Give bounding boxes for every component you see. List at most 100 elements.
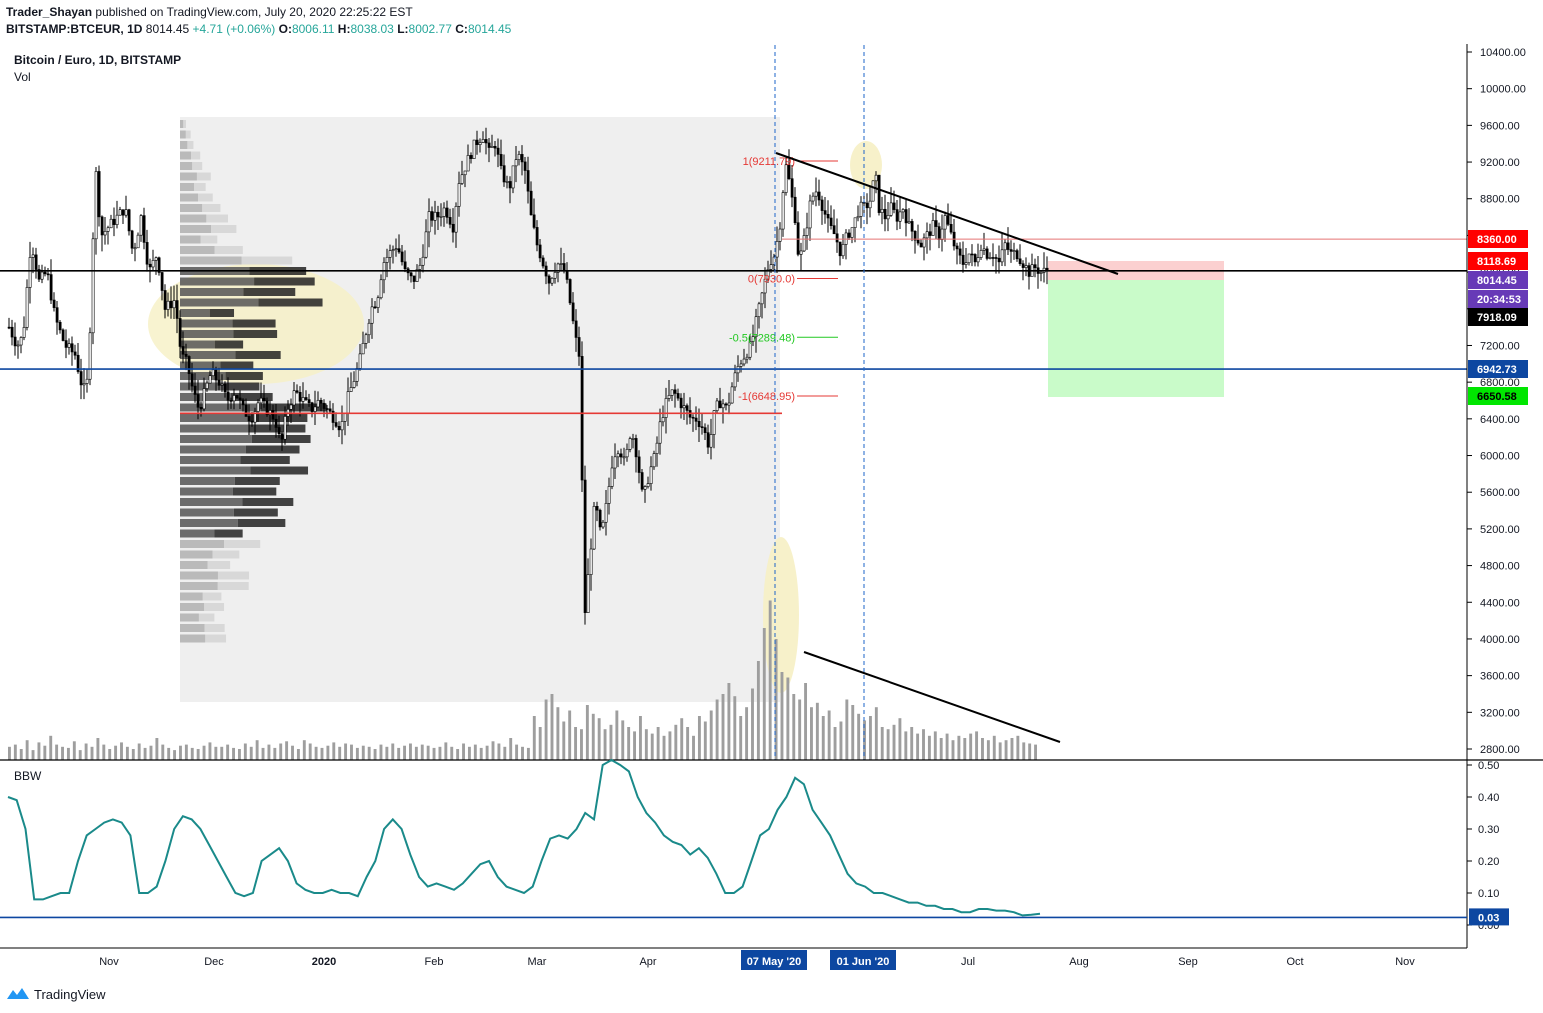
candle-body bbox=[754, 316, 758, 337]
volume-bar bbox=[768, 600, 772, 760]
candle-body bbox=[493, 146, 497, 149]
volume-bar bbox=[467, 746, 471, 760]
volume-bar bbox=[355, 747, 359, 760]
candle-body bbox=[856, 216, 860, 219]
volume-bar bbox=[580, 729, 583, 760]
volume-bar bbox=[96, 738, 100, 760]
candle-body bbox=[667, 395, 671, 399]
volume-bar bbox=[857, 713, 861, 760]
volume-bar bbox=[296, 749, 300, 760]
volume-bar bbox=[574, 727, 578, 760]
volume-bar bbox=[37, 742, 41, 760]
footer-brand[interactable]: TradingView bbox=[34, 986, 106, 1002]
price-label-box bbox=[1468, 387, 1528, 405]
vp-bar-down bbox=[180, 277, 255, 286]
candle-body bbox=[589, 548, 593, 575]
candle-body bbox=[451, 223, 455, 233]
candle-body bbox=[181, 346, 185, 355]
candle-body bbox=[967, 253, 971, 264]
vp-bar-up bbox=[250, 466, 309, 475]
candle-body bbox=[934, 220, 938, 227]
volume-bar bbox=[721, 694, 725, 760]
volume-trendline[interactable] bbox=[803, 651, 1061, 743]
volume-bar bbox=[196, 749, 200, 760]
price-trendline[interactable] bbox=[775, 152, 1119, 275]
price-label: 8014.45 bbox=[1477, 275, 1517, 287]
vp-bar-up bbox=[198, 193, 213, 202]
candle-body bbox=[655, 442, 659, 454]
candle-body bbox=[40, 271, 44, 280]
volume-bar bbox=[733, 696, 737, 760]
volume-bar bbox=[627, 727, 631, 760]
candle-body bbox=[199, 406, 203, 410]
candle-body bbox=[781, 192, 785, 230]
candle-body bbox=[229, 400, 233, 402]
vp-bar-up bbox=[202, 204, 221, 212]
high-label: H: bbox=[337, 22, 351, 36]
volume-bar bbox=[774, 639, 778, 760]
price-label-box bbox=[1468, 271, 1528, 289]
vp-bar-down bbox=[180, 550, 213, 559]
candle-body bbox=[463, 170, 467, 176]
candle-body bbox=[577, 337, 581, 357]
candle-body bbox=[190, 373, 194, 387]
candle-body bbox=[424, 231, 428, 258]
candle-body bbox=[343, 413, 347, 422]
vp-bar-up bbox=[245, 445, 300, 454]
tradingview-logo-icon[interactable] bbox=[6, 986, 30, 1002]
volume-bar bbox=[868, 716, 872, 760]
candle-body bbox=[430, 211, 434, 221]
time-axis[interactable]: Nov Dec 2020 Feb Mar Apr 07 May '20 01 Jun '20 J… bbox=[99, 950, 1415, 970]
volume-bar bbox=[426, 745, 430, 760]
candle-body bbox=[292, 390, 296, 406]
candle-body bbox=[694, 417, 698, 422]
volume-bar bbox=[125, 746, 129, 760]
volume-bar bbox=[84, 743, 88, 760]
vp-bar-up bbox=[234, 477, 280, 485]
candle-body bbox=[298, 392, 302, 402]
volume-bar bbox=[55, 744, 59, 760]
vp-bar-down bbox=[180, 561, 208, 569]
vp-bar-down bbox=[180, 256, 242, 265]
candle-body bbox=[193, 385, 197, 395]
candle-body bbox=[808, 200, 812, 229]
candle-body bbox=[898, 211, 902, 222]
x-tick-label: Feb bbox=[425, 956, 444, 968]
candle-body bbox=[610, 467, 614, 487]
volume-bar bbox=[190, 747, 194, 760]
candle-body bbox=[664, 398, 668, 418]
candle-body bbox=[703, 427, 707, 433]
candle-body bbox=[334, 422, 338, 427]
candle-body bbox=[277, 427, 281, 435]
candle-body bbox=[691, 416, 695, 419]
bbw-legend: BBW bbox=[14, 769, 42, 783]
vp-bar-down bbox=[180, 582, 218, 590]
candle-body bbox=[892, 202, 896, 210]
candle-body bbox=[1039, 271, 1043, 274]
candle-body bbox=[811, 195, 815, 202]
publisher-name[interactable]: Trader_Shayan bbox=[6, 5, 93, 19]
volume-bar bbox=[414, 746, 418, 760]
y-tick-label: 10400.00 bbox=[1480, 47, 1526, 59]
candle-body bbox=[565, 270, 569, 280]
volume-bar bbox=[255, 740, 259, 760]
volume-bar bbox=[668, 731, 672, 760]
volume-bar bbox=[261, 747, 265, 760]
vp-bar-up bbox=[243, 288, 296, 296]
candle-body bbox=[61, 329, 65, 341]
candle-body bbox=[766, 269, 770, 280]
volume-bar bbox=[727, 683, 731, 760]
volume-bar bbox=[462, 743, 465, 760]
volume-bar bbox=[108, 749, 112, 760]
candle-body bbox=[724, 403, 728, 406]
volume-bar bbox=[922, 729, 925, 760]
volume-bars bbox=[8, 600, 1037, 760]
candle-body bbox=[643, 486, 647, 490]
candle-body bbox=[172, 300, 176, 309]
candle-body bbox=[478, 142, 482, 145]
low-label: L: bbox=[397, 22, 409, 36]
vp-bar-down bbox=[180, 246, 215, 254]
volume-bar bbox=[497, 743, 501, 760]
candle-body bbox=[484, 139, 488, 144]
